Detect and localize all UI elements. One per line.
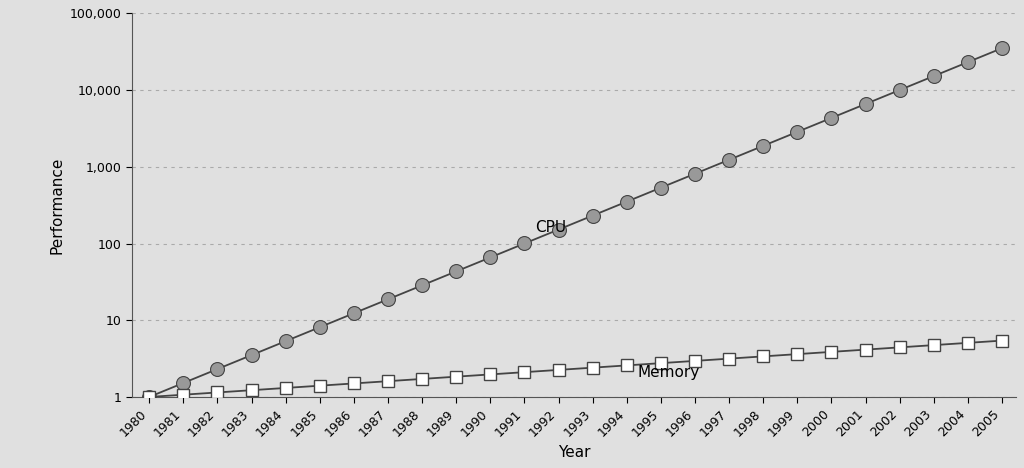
X-axis label: Year: Year [558, 445, 590, 460]
Text: CPU: CPU [535, 220, 566, 235]
Y-axis label: Performance: Performance [49, 156, 65, 254]
Text: Memory: Memory [637, 366, 699, 380]
